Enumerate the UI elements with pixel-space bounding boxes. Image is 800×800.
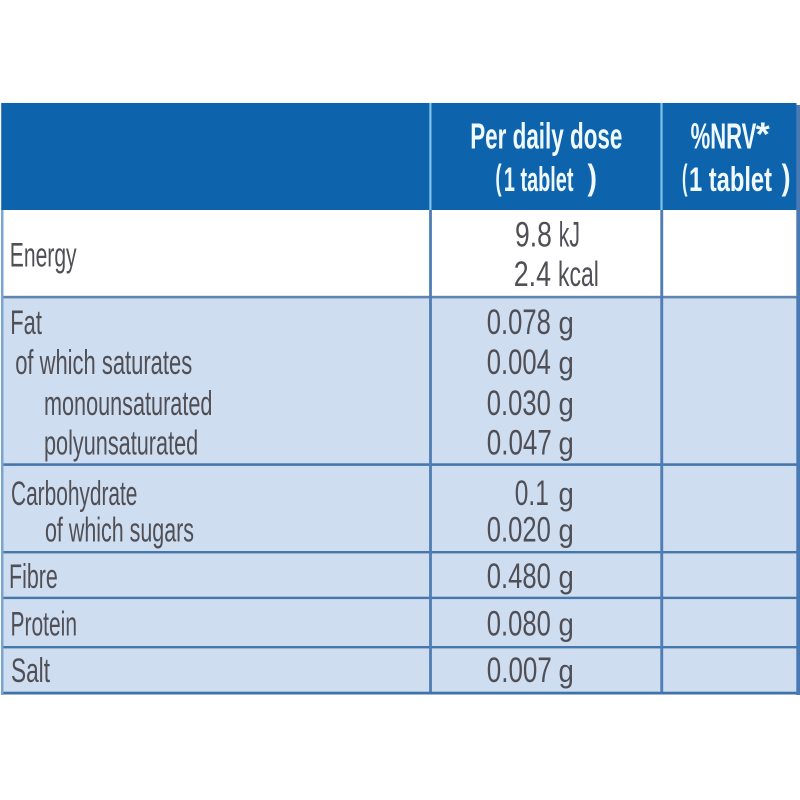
svg-text:Carbohydrate: Carbohydrate — [11, 475, 137, 513]
svg-text:Protein: Protein — [11, 606, 78, 644]
svg-text:of which saturates: of which saturates — [15, 344, 192, 382]
svg-text:g: g — [559, 345, 574, 381]
svg-text:Fibre: Fibre — [9, 558, 58, 596]
svg-text:0.080: 0.080 — [487, 605, 551, 644]
svg-text:Energy: Energy — [10, 237, 77, 275]
svg-text:): ) — [782, 158, 791, 197]
svg-text:Salt: Salt — [11, 652, 50, 690]
svg-text:g: g — [559, 426, 574, 462]
svg-text:9.8: 9.8 — [515, 216, 552, 255]
svg-text:monounsaturated: monounsaturated — [44, 385, 212, 423]
svg-text:of which sugars: of which sugars — [45, 512, 194, 550]
svg-text:0.047: 0.047 — [487, 424, 552, 463]
svg-text:1 tablet: 1 tablet — [689, 161, 772, 199]
svg-text:2.4: 2.4 — [514, 255, 551, 294]
svg-text:0.480: 0.480 — [487, 557, 551, 596]
svg-text:0.020: 0.020 — [487, 511, 551, 550]
svg-text:0.078: 0.078 — [487, 303, 551, 342]
svg-text:Fat: Fat — [10, 304, 42, 342]
svg-text:g: g — [559, 513, 574, 549]
svg-text:(: ( — [682, 158, 688, 197]
svg-text:*: * — [756, 115, 770, 152]
svg-text:): ) — [588, 158, 598, 197]
svg-text:kJ: kJ — [559, 216, 580, 255]
svg-text:g: g — [559, 607, 574, 643]
svg-text:polyunsaturated: polyunsaturated — [44, 425, 198, 463]
svg-text:(: ( — [495, 158, 501, 197]
svg-text:0.007: 0.007 — [487, 651, 552, 690]
svg-text:0.030: 0.030 — [487, 384, 551, 423]
svg-text:g: g — [559, 653, 574, 689]
svg-text:%NRV: %NRV — [691, 115, 757, 156]
svg-text:g: g — [559, 305, 574, 341]
svg-text:Per daily dose: Per daily dose — [470, 115, 622, 156]
svg-text:0.004: 0.004 — [487, 343, 551, 382]
svg-text:g: g — [559, 559, 574, 595]
svg-text:g: g — [559, 476, 574, 512]
svg-text:g: g — [559, 386, 574, 422]
svg-text:1 tablet: 1 tablet — [504, 161, 574, 199]
svg-text:0.1: 0.1 — [515, 474, 549, 513]
svg-text:kcal: kcal — [558, 255, 599, 294]
